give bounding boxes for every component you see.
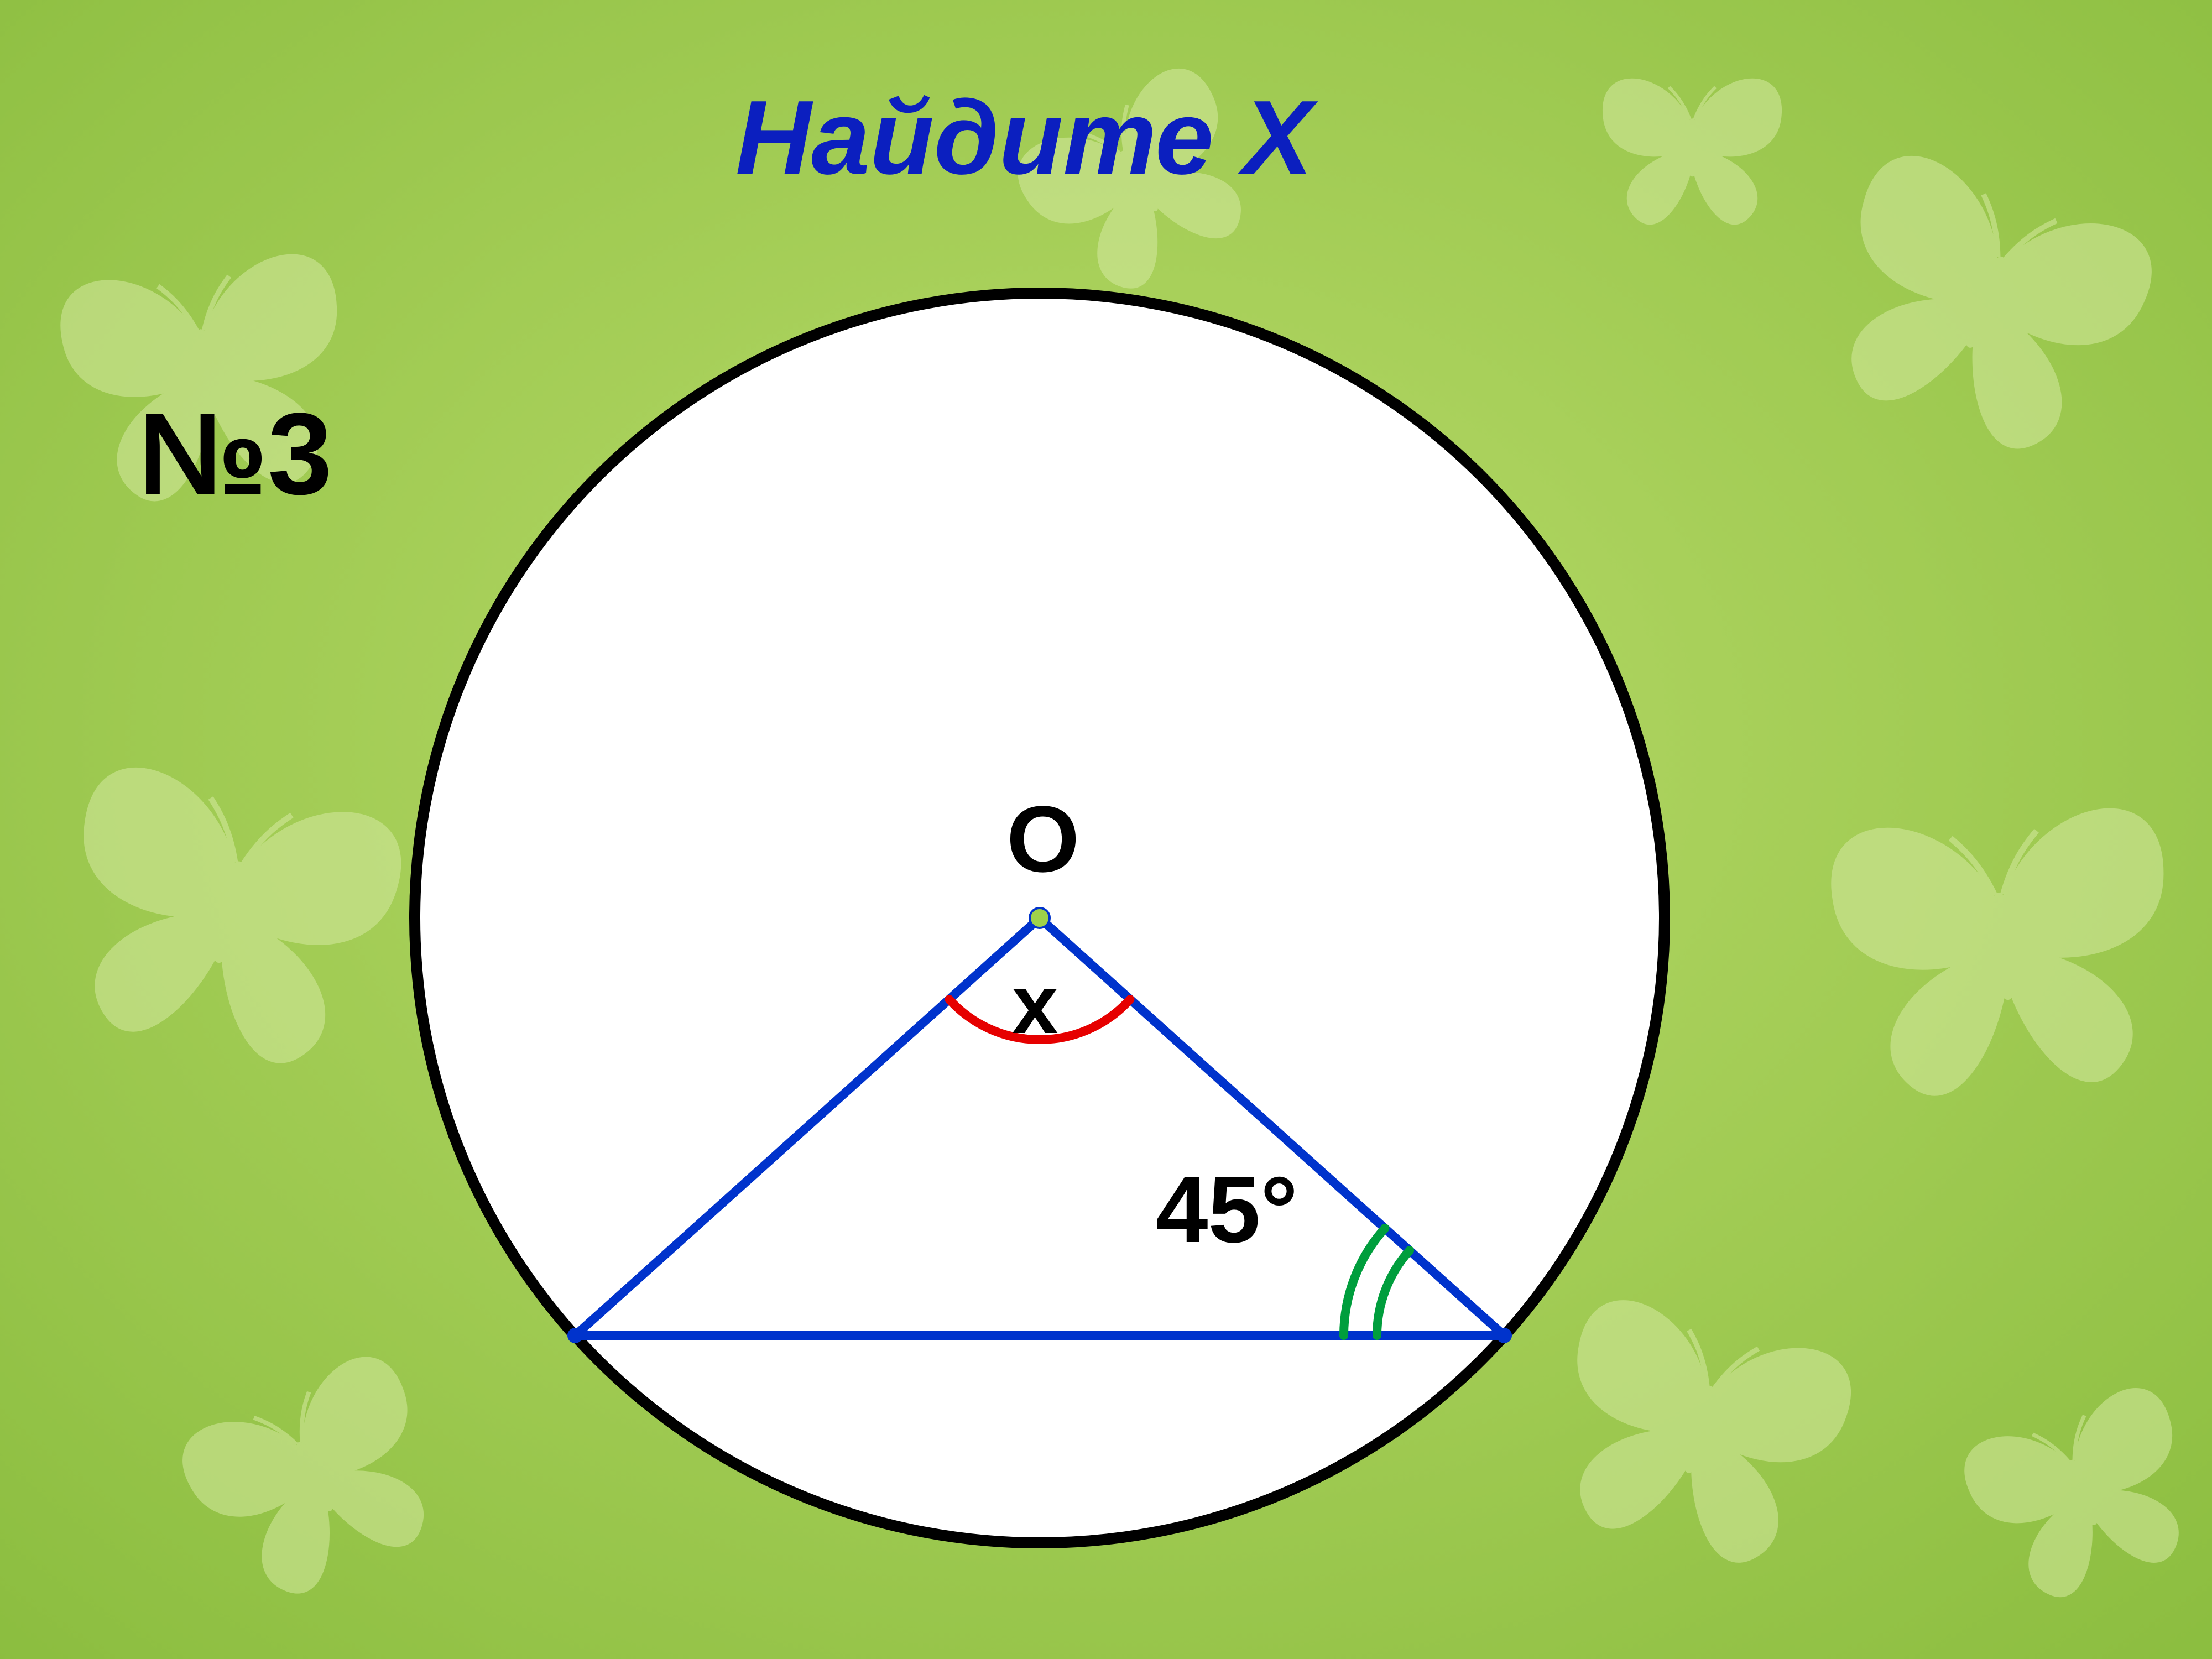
label-center-o: O <box>1006 785 1079 894</box>
stage: Найдите X №3 O x 45° <box>0 0 2212 1659</box>
center-point <box>1030 908 1050 928</box>
vertex-b-point <box>1496 1328 1512 1343</box>
problem-number: №3 <box>138 387 332 521</box>
label-angle-x: x <box>1012 957 1058 1052</box>
label-angle-45: 45° <box>1156 1156 1298 1264</box>
vertex-a-point <box>567 1328 583 1343</box>
page-title: Найдите X <box>735 77 1313 198</box>
geometry-diagram <box>0 0 2212 1659</box>
